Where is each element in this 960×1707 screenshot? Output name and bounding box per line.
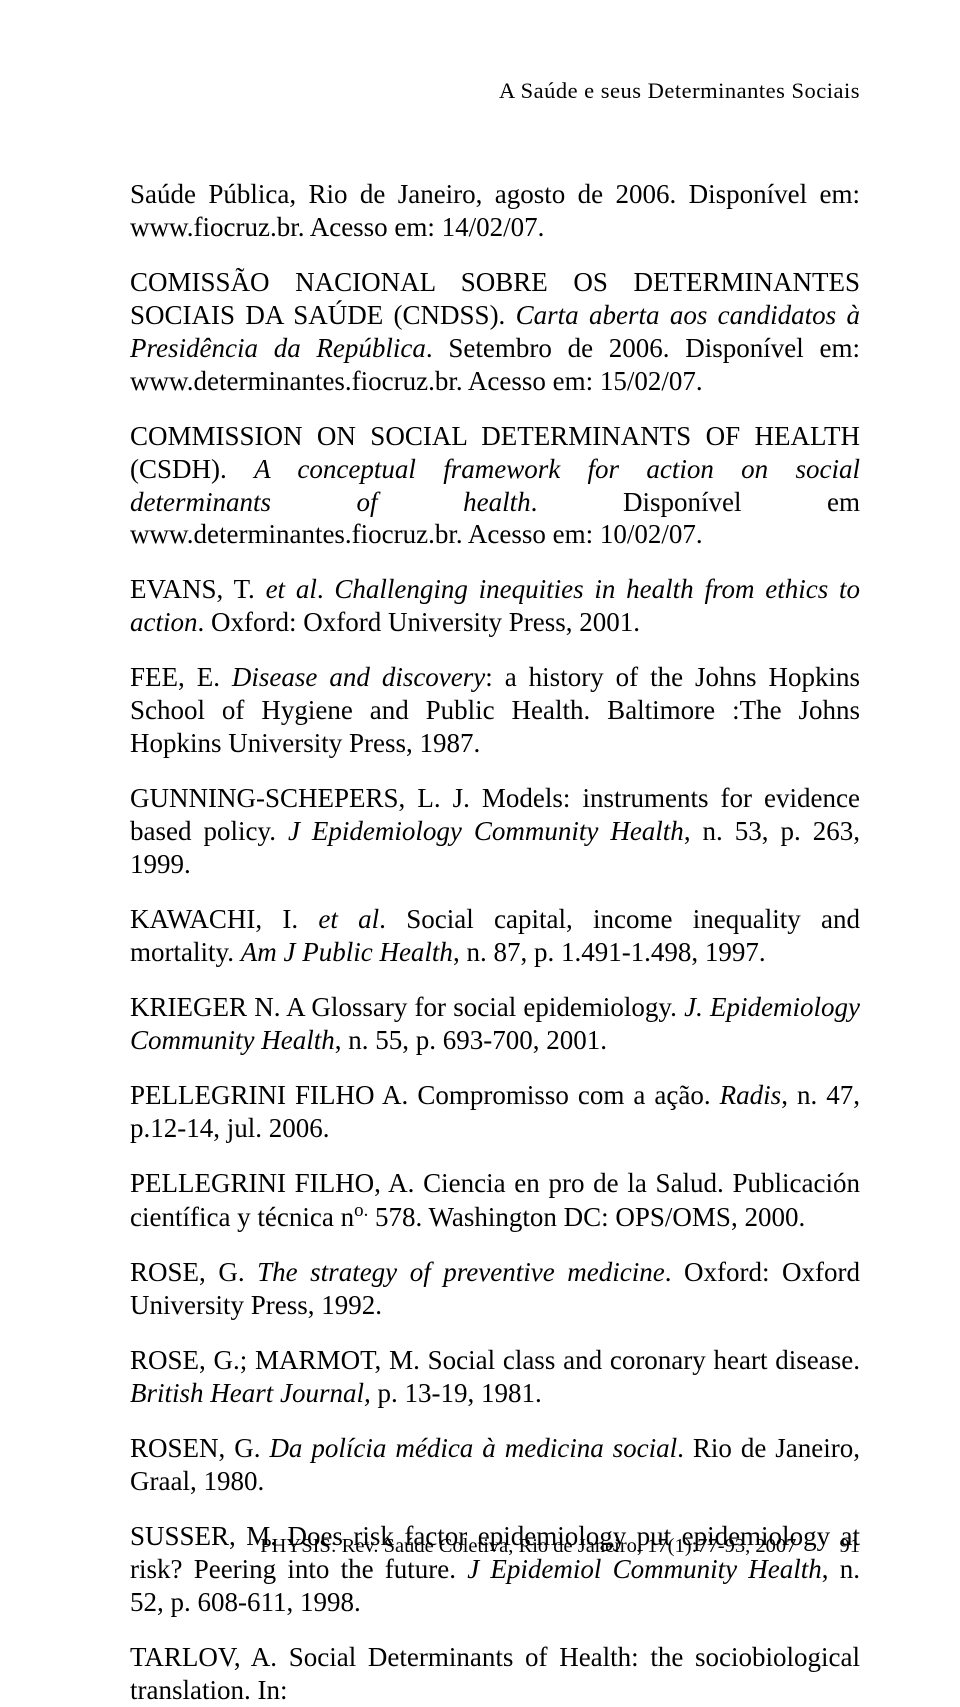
reference-item: GUNNING-SCHEPERS, L. J. Models: instrume…	[130, 782, 860, 881]
ref-text: KAWACHI, I.	[130, 904, 318, 934]
ref-journal-italic: Radis	[720, 1080, 782, 1110]
footer-journal: PHYSIS: Rev. Saúde Coletiva, Rio de Jane…	[260, 1535, 796, 1557]
ref-text: PELLEGRINI FILHO A. Compromisso com a aç…	[130, 1080, 720, 1110]
reference-item: PELLEGRINI FILHO A. Compromisso com a aç…	[130, 1079, 860, 1145]
ref-title-italic: Da polícia médica à medicina social	[269, 1433, 677, 1463]
reference-item: COMISSÃO NACIONAL SOBRE OS DETERMINANTES…	[130, 266, 860, 398]
ref-superscript: o.	[354, 1200, 368, 1221]
reference-item: ROSEN, G. Da polícia médica à medicina s…	[130, 1432, 860, 1498]
ref-text: .	[317, 574, 335, 604]
ref-text: Saúde Pública, Rio de Janeiro, agosto de…	[130, 179, 860, 242]
ref-title-italic: The strategy of preventive medicine	[257, 1257, 665, 1287]
running-head: A Saúde e seus Determinantes Sociais	[130, 78, 860, 104]
page-footer: PHYSIS: Rev. Saúde Coletiva, Rio de Jane…	[130, 1535, 860, 1558]
reference-item: KAWACHI, I. et al. Social capital, incom…	[130, 903, 860, 969]
ref-journal-italic: British Heart Journal,	[130, 1378, 371, 1408]
reference-item: PELLEGRINI FILHO, A. Ciencia en pro de l…	[130, 1167, 860, 1235]
ref-etal-italic: et al	[266, 574, 317, 604]
reference-item: FEE, E. Disease and discovery: a history…	[130, 661, 860, 760]
footer-page-number: 91	[840, 1535, 861, 1558]
references-list: Saúde Pública, Rio de Janeiro, agosto de…	[130, 178, 860, 1707]
ref-journal-italic: J Epidemiol Community Health	[467, 1554, 822, 1584]
reference-item: TARLOV, A. Social Determinants of Health…	[130, 1641, 860, 1707]
page: A Saúde e seus Determinantes Sociais Saú…	[0, 0, 960, 1618]
ref-text: TARLOV, A. Social Determinants of Health…	[130, 1642, 860, 1705]
ref-text: , n. 87, p. 1.491-1.498, 1997.	[453, 937, 766, 967]
ref-journal-italic: Am J Public Health	[241, 937, 453, 967]
ref-text: ROSE, G.	[130, 1257, 257, 1287]
ref-text: EVANS, T.	[130, 574, 266, 604]
ref-text: , n. 55, p. 693-700, 2001.	[335, 1025, 607, 1055]
reference-item: ROSE, G. The strategy of preventive medi…	[130, 1256, 860, 1322]
ref-text: FEE, E.	[130, 662, 232, 692]
ref-text: p. 13-19, 1981.	[371, 1378, 542, 1408]
ref-text: ROSE, G.; MARMOT, M. Social class and co…	[130, 1345, 860, 1375]
ref-journal-italic: J Epidemiology Community Health	[288, 816, 684, 846]
ref-text: . Oxford: Oxford University Press, 2001.	[198, 607, 640, 637]
ref-title-italic: Disease and discovery	[232, 662, 485, 692]
ref-etal-italic: et al	[318, 904, 379, 934]
ref-text: 578. Washington DC: OPS/OMS, 2000.	[368, 1202, 805, 1232]
reference-item: ROSE, G.; MARMOT, M. Social class and co…	[130, 1344, 860, 1410]
reference-item: KRIEGER N. A Glossary for social epidemi…	[130, 991, 860, 1057]
reference-item: EVANS, T. et al. Challenging inequities …	[130, 573, 860, 639]
reference-item: Saúde Pública, Rio de Janeiro, agosto de…	[130, 178, 860, 244]
ref-text: ROSEN, G.	[130, 1433, 269, 1463]
ref-text: KRIEGER N. A Glossary for social epidemi…	[130, 992, 684, 1022]
reference-item: COMMISSION ON SOCIAL DETERMINANTS OF HEA…	[130, 420, 860, 552]
